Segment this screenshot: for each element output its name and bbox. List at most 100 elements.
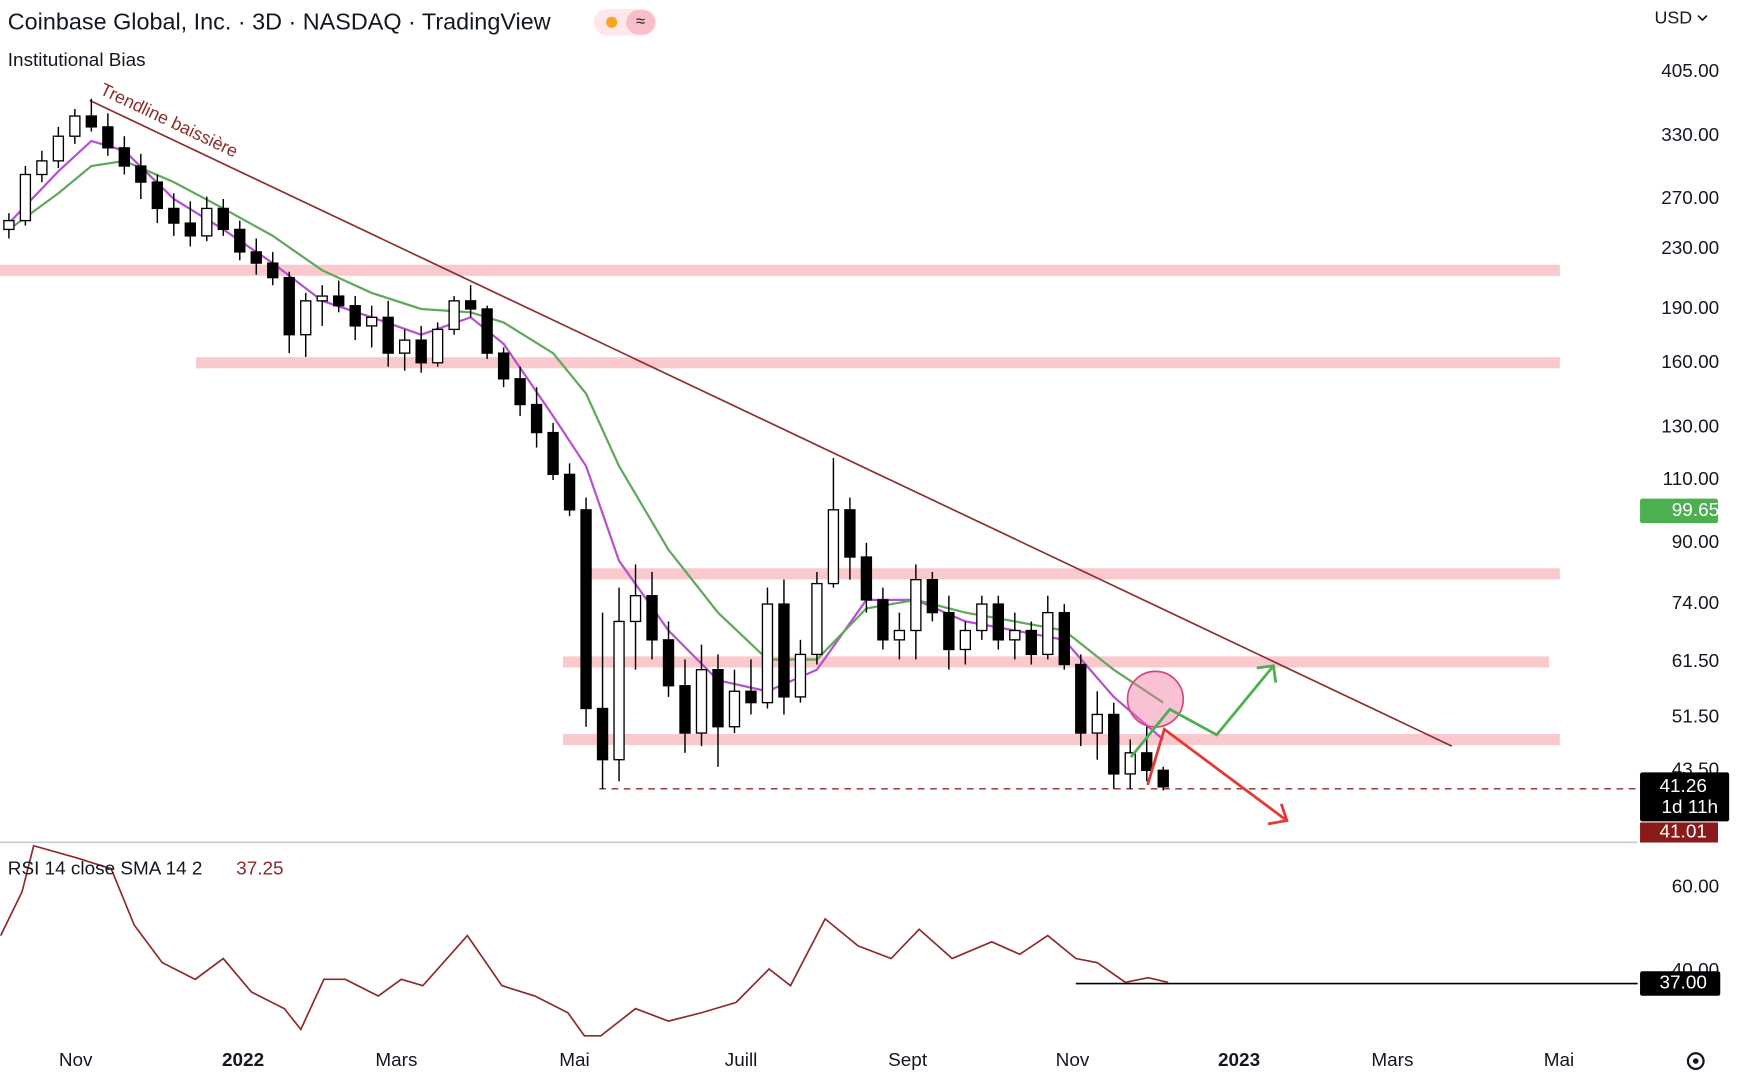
candle-body [629,595,642,623]
candle-body [481,308,493,354]
candle-body [3,219,15,231]
candle-body [1091,713,1103,734]
last-price: 41.26 [1660,776,1707,797]
x-tick-label: 2023 [1218,1050,1260,1071]
settings-icon[interactable] [1686,1052,1705,1070]
x-tick-label: Mai [559,1050,590,1071]
candle-body [712,669,724,728]
candle-body [910,578,922,632]
candle-body [761,603,774,704]
chart-title: Coinbase Global, Inc. · 3D · NASDAQ · Tr… [8,9,551,35]
annotations [1126,664,1289,826]
candle-body [844,509,856,558]
candle-body [563,473,576,511]
candle-body [695,669,708,734]
moving-average [8,159,1164,704]
candle-body [959,629,972,651]
candle-body [234,228,246,253]
x-tick-label: 2022 [222,1050,264,1071]
candle-body [1025,629,1037,656]
candle-body [514,378,526,406]
rsi-pane [0,844,1638,1037]
moving-average [8,139,1164,741]
candle-body [728,690,741,728]
candle-body [662,639,675,687]
y-tick-label: 90.00 [1672,532,1719,553]
candle-body [547,431,559,476]
delay-icon-glyph: ≈ [636,12,645,31]
trendline [89,99,1453,747]
candle-body [316,295,328,302]
candle-body [283,276,295,336]
candle-body [827,509,840,585]
candle-body [85,115,98,128]
y-tick-label: 160.00 [1661,352,1719,373]
candle-body [893,629,906,641]
candle-body [992,603,1005,641]
y-tick-label: 230.00 [1661,238,1719,259]
last-price-box [1640,772,1730,822]
x-tick-label: Mars [375,1050,417,1071]
y-tick-label: 51.50 [1672,706,1719,727]
candle-body [530,403,543,434]
candle-body [366,316,378,327]
candle-body [250,251,262,264]
bull-arrow-head [1256,664,1278,683]
candle-body [1124,752,1136,775]
candle-body [267,262,279,279]
rsi-level-label: 37.00 [1660,973,1707,994]
candle-body [811,582,823,656]
rsi-last-value: 37.25 [236,859,283,880]
y-tick-label: 74.00 [1672,593,1719,614]
candle-body [1075,663,1087,734]
bear-arrow [1146,726,1288,822]
highlight-circle [1126,670,1185,728]
candle-body [646,595,658,641]
price-pane: Trendline baissière [0,79,1638,791]
candle-body [1042,611,1054,656]
candle-body [679,685,691,734]
rsi-line [0,844,1169,1037]
x-tick-label: Nov [59,1050,93,1071]
currency-chevron[interactable] [1697,14,1708,22]
prev-price: 41.01 [1660,822,1707,843]
candle-body [745,690,757,704]
candle-body [52,135,65,162]
candle-body [464,300,477,310]
settings-gear[interactable] [1686,1052,1705,1070]
sr-zone [562,656,1550,668]
candle-body [1058,611,1070,666]
candle-body [1009,629,1021,641]
currency[interactable]: USD [1655,8,1693,28]
axes: Nov 2022 Mars Mai Juill Sept Nov 2023 Mars Mai 405… [59,61,1730,1071]
y-tick-label: 61.50 [1672,651,1719,672]
candle-body [1141,752,1153,771]
rsi-level-box [1640,971,1721,996]
candle-body [794,653,807,698]
candle-body [1108,713,1120,775]
x-tick-label: Mars [1371,1050,1413,1071]
marker-value-tag-box [1640,498,1719,524]
candle-body [778,603,790,698]
y-tick-label: 130.00 [1661,417,1719,438]
candle-body [333,295,345,307]
prev-price-box [1640,822,1719,843]
candle-body [976,603,988,632]
sr-zone [562,733,1560,746]
sr-zone [0,264,1560,276]
chart-subtitle: Institutional Bias [8,50,146,71]
sr-zone [591,568,1560,580]
y-tick-label: 190.00 [1661,298,1719,319]
candle-body [135,165,147,183]
bear-arrow-head [1267,803,1289,826]
delay-icon [626,10,656,35]
x-tick-label: Sept [888,1050,928,1071]
candle-body [168,207,180,224]
y-tick-label: 110.00 [1663,469,1720,490]
candle-body [151,181,163,210]
settings-gear-center[interactable] [1692,1058,1699,1064]
marker-value-tag: 99.65 [1672,500,1719,521]
candle-body [877,599,889,641]
